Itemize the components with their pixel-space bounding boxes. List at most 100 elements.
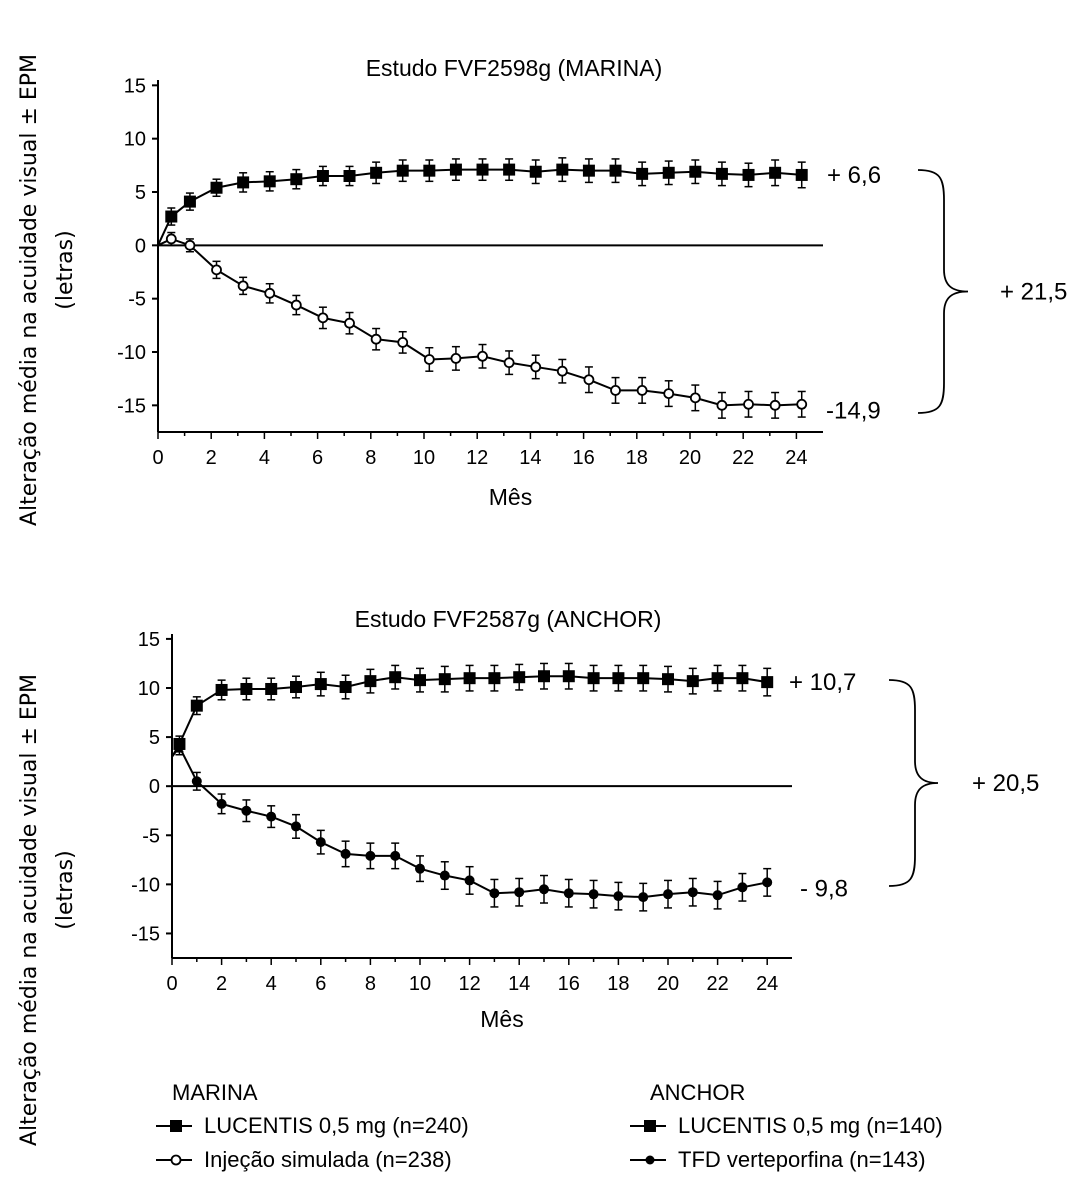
data-point [264, 287, 276, 299]
data-point [716, 399, 728, 411]
x-tick-label: 6 [315, 973, 326, 995]
x-tick-label: 12 [458, 973, 480, 995]
y-tick-label: -15 [131, 923, 160, 945]
legend-marker [644, 1120, 656, 1132]
x-tick-label: 18 [626, 447, 648, 469]
difference-value: + 21,5 [1000, 279, 1067, 306]
data-point [397, 336, 409, 348]
y-tick-label: 0 [149, 776, 160, 798]
data-point [423, 164, 436, 177]
x-tick-label: 22 [706, 973, 728, 995]
data-point [439, 870, 450, 881]
legend-marker [645, 1155, 655, 1165]
data-point [241, 805, 252, 816]
x-tick-label: 2 [216, 973, 227, 995]
legend-group-0: MARINA LUCENTIS 0,5 mg (n=240) Injeção sim… [156, 1080, 469, 1172]
data-point [769, 166, 782, 179]
data-point [210, 181, 223, 194]
x-tick-label: 20 [657, 973, 679, 995]
legend-item-label: Injeção simulada (n=238) [204, 1147, 452, 1172]
y-tick-label: 5 [149, 727, 160, 749]
data-point [463, 672, 476, 685]
series-1 [157, 231, 808, 419]
x-tick-label: 24 [785, 447, 807, 469]
data-point [364, 675, 377, 688]
x-tick-label: 10 [413, 447, 435, 469]
y-axis-unit-label: (letras) [53, 850, 78, 929]
data-point [529, 165, 542, 178]
data-point [414, 674, 426, 687]
data-point [339, 681, 352, 694]
x-tick-label: 14 [508, 973, 530, 995]
data-point [365, 850, 376, 861]
y-tick-label: 0 [135, 235, 146, 257]
y-axis-label: Alteração média na acuidade visual ± EPM [17, 54, 42, 526]
data-point [662, 166, 675, 179]
data-point [711, 672, 724, 685]
data-point [290, 299, 302, 311]
data-point [689, 165, 702, 178]
data-point [450, 352, 462, 364]
legend-group-title: MARINA [172, 1080, 258, 1105]
legend-item-label: TFD verteporfina (n=143) [678, 1147, 926, 1172]
data-point [370, 333, 382, 345]
data-point [687, 887, 698, 898]
legend-group-1: ANCHOR LUCENTIS 0,5 mg (n=140) TFD vertepo… [630, 1080, 943, 1172]
x-tick-label: 10 [409, 973, 431, 995]
data-point [582, 164, 595, 177]
series-0 [157, 157, 808, 246]
x-tick-label: 4 [259, 447, 270, 469]
data-point [291, 821, 301, 832]
data-point [638, 892, 649, 903]
data-point [556, 365, 568, 377]
data-point [415, 863, 425, 874]
data-point [795, 168, 808, 181]
data-point [316, 170, 329, 182]
data-point [240, 682, 253, 695]
data-point [488, 672, 501, 685]
legend-group-title: ANCHOR [650, 1080, 745, 1105]
chart-title: Estudo FVF2598g (MARINA) [366, 55, 663, 81]
y-tick-label: 15 [138, 629, 160, 651]
data-point [190, 699, 203, 712]
x-tick-label: 8 [365, 447, 376, 469]
data-point [715, 167, 728, 180]
data-point [539, 884, 549, 895]
x-tick-label: 22 [732, 447, 754, 469]
data-point [563, 888, 574, 899]
data-point [769, 399, 781, 411]
end-value-top: + 6,6 [827, 162, 881, 189]
data-point [587, 672, 600, 685]
y-tick-label: 10 [138, 678, 160, 700]
data-point [216, 798, 227, 809]
data-point [503, 163, 516, 176]
data-point [609, 164, 622, 177]
data-point [265, 682, 278, 695]
y-tick-label: -15 [117, 395, 146, 417]
data-point [423, 354, 435, 365]
y-tick-label: 10 [124, 129, 146, 151]
y-tick-label: 5 [135, 182, 146, 204]
data-point [663, 889, 673, 900]
data-point [191, 776, 202, 787]
data-point [514, 887, 525, 898]
data-point [530, 361, 542, 373]
series-1 [171, 738, 773, 912]
data-point [165, 210, 178, 223]
data-point [477, 350, 488, 362]
legend: MARINA LUCENTIS 0,5 mg (n=240) Injeção sim… [156, 1080, 943, 1172]
y-axis-label: Alteração média na acuidade visual ± EPM [17, 674, 42, 1146]
data-point [343, 170, 356, 182]
data-point [612, 672, 625, 685]
chart-marina: Estudo FVF2598g (MARINA) 15 10 5 0 -5 -10 -15 0 2… [17, 54, 1067, 526]
data-point [513, 671, 526, 684]
x-tick-label: 20 [679, 447, 701, 469]
data-point [344, 317, 355, 329]
data-point [290, 681, 302, 694]
data-point [583, 374, 595, 386]
end-value-bottom: - 9,8 [800, 875, 848, 902]
data-point [290, 173, 303, 186]
data-point [237, 280, 249, 292]
data-point [556, 163, 569, 176]
